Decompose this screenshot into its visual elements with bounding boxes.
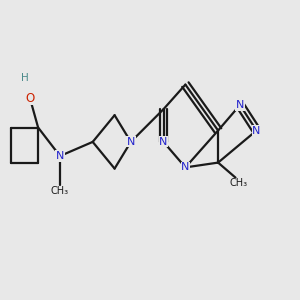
Text: N: N bbox=[56, 151, 64, 161]
Text: CH₃: CH₃ bbox=[230, 178, 247, 188]
Text: N: N bbox=[236, 100, 244, 110]
Text: N: N bbox=[181, 162, 190, 172]
Text: CH₃: CH₃ bbox=[51, 186, 69, 196]
Text: O: O bbox=[26, 92, 34, 105]
Text: N: N bbox=[127, 137, 135, 147]
Text: H: H bbox=[21, 73, 28, 83]
Text: N: N bbox=[252, 125, 261, 136]
Text: N: N bbox=[159, 137, 168, 147]
